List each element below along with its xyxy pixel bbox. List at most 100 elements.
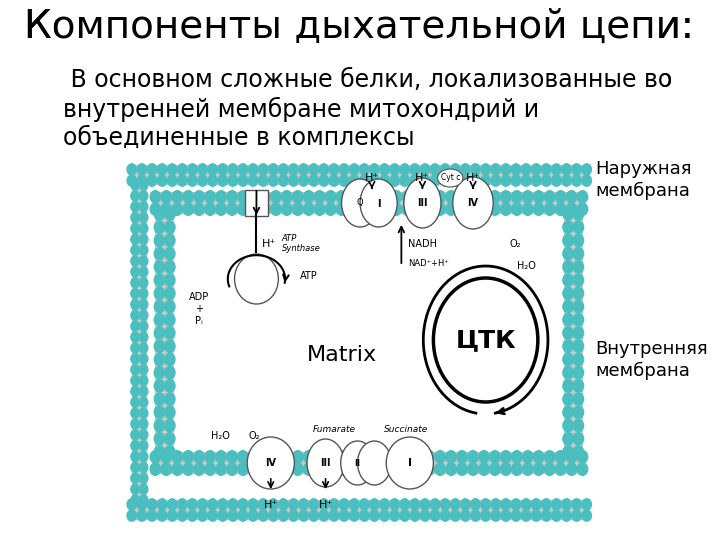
- Circle shape: [359, 191, 369, 203]
- Circle shape: [140, 375, 148, 386]
- Circle shape: [188, 510, 197, 521]
- Circle shape: [304, 191, 314, 203]
- Circle shape: [562, 175, 571, 186]
- Circle shape: [150, 191, 161, 203]
- Circle shape: [582, 499, 591, 510]
- Circle shape: [359, 451, 369, 463]
- Circle shape: [228, 175, 238, 186]
- Circle shape: [369, 510, 379, 521]
- Circle shape: [205, 203, 215, 215]
- Circle shape: [140, 386, 148, 396]
- Circle shape: [531, 175, 541, 186]
- Circle shape: [573, 327, 584, 339]
- Text: II: II: [354, 458, 361, 468]
- Circle shape: [359, 164, 369, 175]
- Circle shape: [380, 510, 390, 521]
- Circle shape: [158, 175, 167, 186]
- Circle shape: [441, 164, 450, 175]
- Text: Cyt c: Cyt c: [441, 173, 460, 183]
- Circle shape: [131, 408, 140, 418]
- Bar: [132, 165, 587, 185]
- Circle shape: [431, 510, 440, 521]
- Circle shape: [413, 191, 423, 203]
- Circle shape: [481, 499, 490, 510]
- Circle shape: [140, 256, 148, 266]
- Circle shape: [218, 499, 228, 510]
- Circle shape: [491, 175, 500, 186]
- Circle shape: [127, 510, 137, 521]
- Text: IV: IV: [265, 458, 276, 468]
- Circle shape: [577, 451, 588, 463]
- Circle shape: [172, 451, 182, 463]
- Circle shape: [563, 380, 573, 392]
- Circle shape: [248, 510, 258, 521]
- Circle shape: [563, 208, 573, 220]
- Circle shape: [140, 224, 148, 233]
- Circle shape: [154, 446, 165, 458]
- Circle shape: [165, 274, 175, 286]
- Circle shape: [258, 510, 268, 521]
- Circle shape: [563, 353, 573, 366]
- Circle shape: [431, 175, 440, 186]
- Circle shape: [572, 510, 581, 521]
- Circle shape: [369, 451, 379, 463]
- Circle shape: [380, 203, 390, 215]
- Bar: [132, 185, 147, 500]
- Circle shape: [178, 510, 187, 521]
- Circle shape: [282, 203, 292, 215]
- Circle shape: [165, 393, 175, 406]
- Circle shape: [441, 499, 450, 510]
- Circle shape: [158, 510, 167, 521]
- Text: III: III: [320, 458, 330, 468]
- Circle shape: [140, 451, 148, 462]
- Circle shape: [573, 300, 584, 313]
- Circle shape: [573, 247, 584, 260]
- Circle shape: [582, 510, 591, 521]
- Circle shape: [531, 510, 541, 521]
- Circle shape: [248, 463, 259, 475]
- Circle shape: [131, 451, 140, 462]
- Circle shape: [563, 446, 573, 458]
- Circle shape: [183, 451, 194, 463]
- Circle shape: [154, 353, 165, 366]
- Circle shape: [562, 510, 571, 521]
- Circle shape: [347, 463, 358, 475]
- Text: H⁺: H⁺: [466, 173, 480, 183]
- Circle shape: [534, 203, 544, 215]
- Circle shape: [380, 451, 390, 463]
- Circle shape: [131, 430, 140, 440]
- Circle shape: [188, 175, 197, 186]
- Circle shape: [140, 300, 148, 309]
- Text: Компоненты дыхательной цепи:: Компоненты дыхательной цепи:: [24, 8, 694, 46]
- Circle shape: [573, 380, 584, 392]
- Circle shape: [511, 510, 521, 521]
- Circle shape: [165, 208, 175, 220]
- Circle shape: [435, 203, 445, 215]
- Circle shape: [435, 191, 445, 203]
- Circle shape: [461, 175, 470, 186]
- Circle shape: [573, 221, 584, 233]
- Circle shape: [534, 191, 544, 203]
- Circle shape: [523, 191, 533, 203]
- Circle shape: [165, 340, 175, 353]
- Circle shape: [238, 463, 248, 475]
- Text: В основном сложные белки, локализованные во: В основном сложные белки, локализованные…: [63, 68, 672, 92]
- Circle shape: [165, 261, 175, 273]
- Circle shape: [359, 510, 369, 521]
- Circle shape: [552, 164, 561, 175]
- Circle shape: [154, 433, 165, 445]
- Circle shape: [563, 393, 573, 406]
- Circle shape: [582, 175, 591, 186]
- Circle shape: [205, 463, 215, 475]
- Circle shape: [168, 499, 177, 510]
- Circle shape: [140, 310, 148, 320]
- Circle shape: [424, 191, 434, 203]
- Circle shape: [131, 321, 140, 331]
- Circle shape: [172, 463, 182, 475]
- Circle shape: [165, 247, 175, 260]
- Circle shape: [227, 463, 237, 475]
- Circle shape: [271, 203, 281, 215]
- Circle shape: [339, 164, 348, 175]
- Circle shape: [402, 451, 413, 463]
- Circle shape: [369, 463, 379, 475]
